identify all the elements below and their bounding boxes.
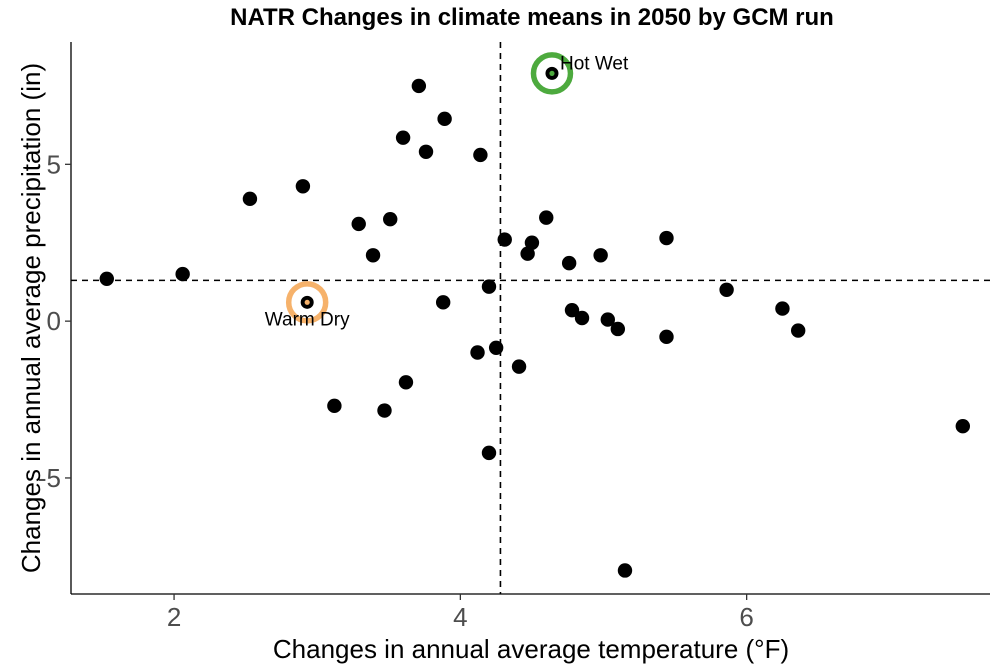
- data-point: [524, 235, 540, 250]
- data-point: [398, 375, 414, 390]
- y-axis-title: Changes in annual average precipitation …: [16, 63, 46, 573]
- data-point: [659, 230, 674, 246]
- data-points: [99, 78, 971, 578]
- data-point: [790, 323, 806, 338]
- highlight-point-center: [549, 70, 555, 76]
- data-point: [365, 248, 381, 263]
- data-point: [175, 266, 190, 282]
- data-point: [99, 271, 114, 286]
- data-point: [497, 232, 512, 247]
- data-point: [593, 248, 608, 263]
- data-point: [511, 359, 527, 374]
- data-point: [242, 191, 258, 207]
- data-point: [561, 255, 577, 271]
- data-point: [659, 329, 674, 345]
- y-tick-label: 5: [47, 149, 61, 179]
- data-point: [383, 212, 398, 227]
- data-point: [564, 302, 580, 318]
- reference-lines: [71, 42, 990, 594]
- data-point: [470, 345, 485, 360]
- data-point: [418, 144, 434, 159]
- data-point: [473, 147, 488, 163]
- data-point: [600, 312, 615, 327]
- chart-title: NATR Changes in climate means in 2050 by…: [230, 4, 834, 31]
- data-point: [295, 179, 311, 194]
- highlight-ring: [285, 281, 329, 324]
- data-point: [574, 310, 590, 326]
- x-tick-label: 2: [167, 602, 181, 632]
- data-point: [719, 282, 734, 297]
- data-point: [617, 563, 633, 578]
- data-point: [539, 210, 554, 225]
- x-tick-label: 6: [739, 602, 753, 632]
- highlighted-points: Hot Wet Warm Dry: [265, 52, 629, 330]
- data-point: [377, 403, 392, 418]
- data-point: [327, 398, 342, 414]
- data-point: [520, 246, 535, 261]
- highlight-point-center: [304, 299, 310, 305]
- data-point: [395, 130, 411, 145]
- data-point: [488, 340, 504, 355]
- data-point: [437, 111, 452, 127]
- axes: [70, 42, 990, 595]
- data-point: [351, 216, 366, 232]
- highlight-label: Warm Dry: [265, 309, 350, 330]
- x-tick-label: 4: [453, 602, 467, 632]
- tick-labels: 2 4 6 -5 0 5: [38, 149, 754, 632]
- highlight-label: Hot Wet: [560, 53, 629, 74]
- data-point: [610, 321, 626, 337]
- data-point: [411, 78, 427, 94]
- y-tick-label: -5: [38, 463, 61, 493]
- data-point: [435, 295, 451, 310]
- y-tick-label: 0: [47, 306, 61, 336]
- data-point: [481, 279, 497, 294]
- data-point: [775, 301, 790, 316]
- data-point: [955, 419, 971, 434]
- highlight-ring: [530, 52, 574, 95]
- x-axis-title: Changes in annual average temperature (°…: [273, 634, 789, 664]
- data-point: [481, 445, 497, 461]
